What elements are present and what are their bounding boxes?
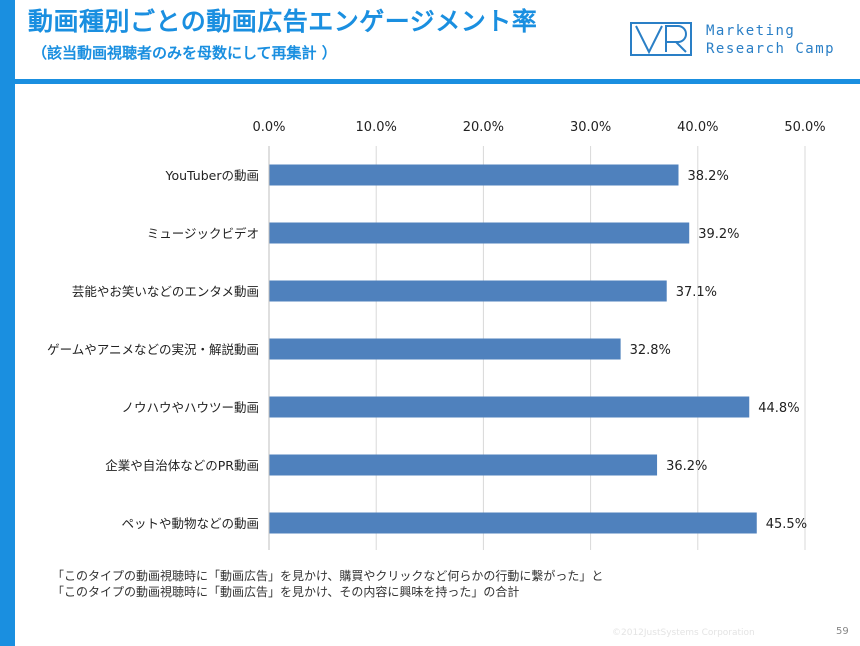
x-tick-label: 10.0% [356, 120, 397, 135]
logo-text-line1: Marketing [706, 23, 796, 39]
bar [269, 280, 667, 302]
x-tick-label: 40.0% [677, 120, 718, 135]
engagement-bar-chart: 0.0% 10.0% 20.0% 30.0% 40.0% 50.0% YouTuberの動画… [47, 120, 826, 550]
page-number: 59 [836, 626, 849, 637]
company-logo: Marketing Research Camp [630, 22, 855, 67]
footnote-line2: 「このタイプの動画視聴時に「動画広告」を見かけ、その内容に興味を持った」の合計 [52, 585, 520, 599]
bar [269, 164, 679, 186]
bar [269, 454, 658, 476]
data-label: 37.1% [676, 285, 717, 300]
bar [269, 338, 621, 360]
page-subtitle: （該当動画視聴者のみを母数にして再集計 ） [32, 44, 337, 62]
bar [269, 512, 757, 534]
bar [269, 396, 750, 418]
vr-logo-icon [630, 22, 692, 56]
category-label: 企業や自治体などのPR動画 [105, 458, 259, 473]
header-divider [15, 79, 860, 84]
data-label: 36.2% [666, 459, 707, 474]
copyright: ©2012JustSystems Corporation [612, 628, 755, 638]
page-title: 動画種別ごとの動画広告エンゲージメント率 [28, 7, 538, 36]
data-label: 38.2% [688, 169, 729, 184]
data-label: 45.5% [766, 517, 807, 532]
bar [269, 222, 690, 244]
left-accent-bar [0, 0, 15, 646]
x-tick-label: 20.0% [463, 120, 504, 135]
data-label: 44.8% [758, 401, 799, 416]
category-label: 芸能やお笑いなどのエンタメ動画 [72, 284, 259, 299]
category-label: ゲームやアニメなどの実況・解説動画 [47, 342, 259, 357]
data-label: 39.2% [698, 227, 739, 242]
footnote-line1: 「このタイプの動画視聴時に「動画広告」を見かけ、購買やクリックなど何らかの行動に… [52, 569, 604, 583]
x-tick-label: 50.0% [784, 120, 825, 135]
category-label: ノウハウやハウツー動画 [121, 400, 259, 415]
footnote: 「このタイプの動画視聴時に「動画広告」を見かけ、購買やクリックなど何らかの行動に… [52, 568, 603, 600]
category-label: ペットや動物などの動画 [121, 516, 259, 531]
category-label: ミュージックビデオ [147, 226, 259, 241]
logo-text-line2: Research Camp [706, 41, 836, 57]
category-label: YouTuberの動画 [165, 168, 259, 183]
x-tick-label: 0.0% [252, 120, 285, 135]
x-tick-label: 30.0% [570, 120, 611, 135]
data-label: 32.8% [630, 343, 671, 358]
